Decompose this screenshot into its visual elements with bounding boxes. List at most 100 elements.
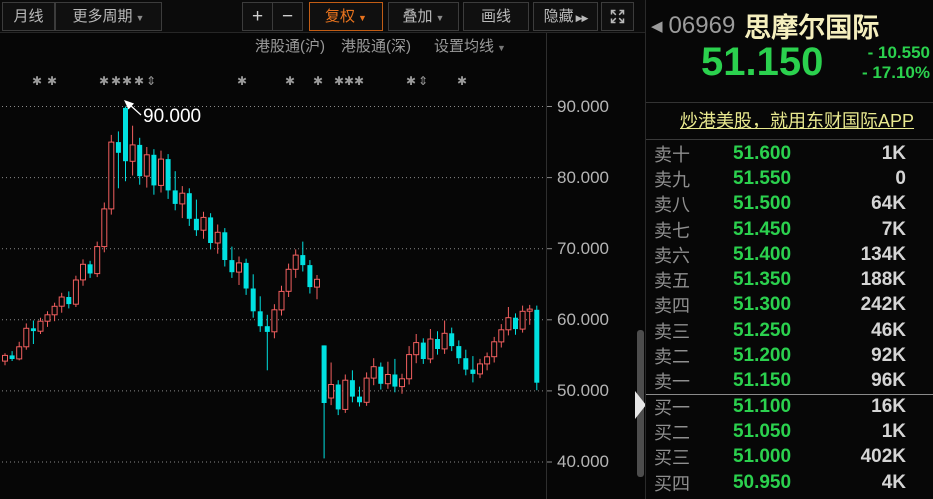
- svg-text:✱: ✱: [406, 74, 416, 88]
- orderbook-sell-row[interactable]: 卖四 51.300 242K: [646, 293, 933, 318]
- level-volume: 188K: [860, 269, 906, 291]
- level-label: 卖十: [654, 144, 690, 165]
- hk-connect-sh-label: 港股通(沪): [255, 38, 325, 55]
- level-volume: 96K: [871, 370, 906, 392]
- orderbook-buy-row[interactable]: 买一 51.100 16K: [646, 393, 933, 419]
- chevron-down-icon: ▼: [135, 13, 145, 23]
- svg-text:✱: ✱: [111, 74, 121, 88]
- level-label: 买二: [654, 422, 690, 443]
- level-label: 买四: [654, 473, 690, 494]
- stock-code: 06969: [668, 11, 736, 39]
- svg-text:✱: ✱: [313, 74, 323, 88]
- orderbook-sell-row[interactable]: 卖六 51.400 134K: [646, 242, 933, 267]
- adjust-price-dropdown[interactable]: 复权 ▼: [309, 2, 383, 31]
- orderbook-sell-row[interactable]: 卖九 51.550 0: [646, 166, 933, 191]
- level-label: 卖八: [654, 195, 690, 216]
- orderbook-sell-row[interactable]: 卖八 51.500 64K: [646, 192, 933, 217]
- orderbook-buy-row[interactable]: 买二 51.050 1K: [646, 419, 933, 444]
- orderbook-sell-row[interactable]: 卖七 51.450 7K: [646, 217, 933, 242]
- hide-panel-button[interactable]: 隐藏 ▶▶: [533, 2, 598, 31]
- ad-banner[interactable]: 炒港美股，就用东财国际APP: [646, 103, 933, 140]
- ad-text: 炒港美股，就用东财国际APP: [680, 111, 915, 131]
- candlestick-chart[interactable]: ✱ ✱ ✱ ✱ ✱ ✱ ⇕ ✱ ✱ ✱ ✱ ✱ ✱ ✱ ⇕ ✱ 90.000: [0, 0, 553, 499]
- hk-connect-sz-label: 港股通(深): [341, 38, 411, 55]
- price-change: - 10.550 - 17.10%: [862, 43, 930, 83]
- expand-arrows-icon: [602, 8, 633, 25]
- hide-label: 隐藏: [543, 8, 574, 25]
- level-price: 51.350: [732, 269, 792, 291]
- chevron-down-icon: ▼: [497, 43, 506, 53]
- hk-connect-sh-link[interactable]: 港股通(沪): [255, 34, 325, 61]
- fullscreen-button[interactable]: [601, 2, 634, 31]
- svg-text:✱: ✱: [344, 74, 354, 88]
- event-markers: ✱ ✱ ✱ ✱ ✱ ✱ ⇕ ✱ ✱ ✱ ✱ ✱ ✱ ✱ ⇕ ✱: [32, 74, 467, 88]
- svg-text:⇕: ⇕: [146, 74, 156, 88]
- high-annotation: 90.000: [124, 100, 201, 127]
- level-volume: 242K: [860, 294, 906, 316]
- level-label: 卖五: [654, 271, 690, 292]
- overlay-dropdown[interactable]: 叠加 ▼: [388, 2, 459, 31]
- more-periods-label: 更多周期: [72, 8, 133, 25]
- y-axis-tick-label: 60.000: [557, 309, 609, 329]
- level-volume: 134K: [860, 243, 906, 265]
- last-price: 51.150: [701, 40, 824, 84]
- orderbook-sell-row[interactable]: 卖二 51.200 92K: [646, 343, 933, 368]
- change-value: - 10.550: [867, 42, 930, 62]
- hk-connect-sz-link[interactable]: 港股通(深): [341, 34, 411, 61]
- level-price: 51.400: [732, 243, 792, 265]
- orderbook-sell-row[interactable]: 卖一 51.150 96K: [646, 369, 933, 394]
- change-percent: - 17.10%: [861, 62, 930, 82]
- level-price: 51.000: [732, 446, 792, 468]
- ma-settings-dropdown[interactable]: 设置均线 ▼: [434, 34, 506, 61]
- minus-icon: −: [281, 6, 294, 27]
- level-volume: 64K: [871, 193, 906, 215]
- svg-text:✱: ✱: [47, 74, 57, 88]
- zoom-in-button[interactable]: +: [242, 2, 273, 31]
- more-periods-dropdown[interactable]: 更多周期 ▼: [55, 2, 162, 31]
- draw-line-button[interactable]: 画线: [463, 2, 529, 31]
- level-label: 买三: [654, 448, 690, 469]
- svg-text:⇕: ⇕: [418, 74, 428, 88]
- level-volume: 402K: [860, 446, 906, 468]
- orderbook-buy-row[interactable]: 买四 50.950 4K: [646, 470, 933, 495]
- zoom-out-button[interactable]: −: [272, 2, 303, 31]
- period-monthly-button[interactable]: 月线: [2, 2, 55, 31]
- level-price: 51.050: [732, 420, 792, 442]
- level-price: 51.300: [732, 294, 792, 316]
- orderbook-sell-row[interactable]: 卖五 51.350 188K: [646, 267, 933, 292]
- level-price: 51.100: [732, 396, 792, 418]
- panel-expand-arrow-icon[interactable]: [635, 391, 646, 419]
- level-label: 卖九: [654, 169, 690, 190]
- chevron-down-icon: ▼: [358, 13, 367, 23]
- level-price: 51.150: [732, 370, 792, 392]
- chevron-down-icon: ▼: [435, 13, 445, 23]
- svg-text:✱: ✱: [237, 74, 247, 88]
- orderbook-sell-row[interactable]: 卖十 51.600 1K: [646, 141, 933, 166]
- level-volume: 1K: [881, 420, 906, 442]
- y-axis-tick-label: 70.000: [557, 238, 609, 258]
- orderbook-buy-row[interactable]: 买三 51.000 402K: [646, 445, 933, 470]
- level-volume: 1K: [881, 142, 906, 164]
- level-price: 51.200: [732, 345, 792, 367]
- level-label: 买一: [654, 398, 690, 419]
- quote-header: ◀ 06969 思摩尔国际 51.150 - 10.550 - 17.10%: [646, 0, 933, 103]
- chart-toolbar: 月线 更多周期 ▼ + − 复权 ▼ 叠加 ▼ 画线 隐藏 ▶▶: [0, 0, 645, 33]
- svg-text:✱: ✱: [334, 74, 344, 88]
- level-price: 51.250: [732, 319, 792, 341]
- y-axis-tick-label: 50.000: [557, 380, 609, 400]
- level-label: 卖三: [654, 321, 690, 342]
- gridlines: [2, 33, 552, 499]
- ma-settings-label: 设置均线: [434, 38, 495, 55]
- level-label: 卖二: [654, 347, 690, 368]
- svg-text:✱: ✱: [134, 74, 144, 88]
- plus-icon: +: [251, 6, 264, 27]
- level-price: 50.950: [732, 471, 792, 493]
- level-label: 卖四: [654, 296, 690, 317]
- y-axis-tick-label: 40.000: [557, 452, 609, 471]
- svg-text:✱: ✱: [457, 74, 467, 88]
- svg-text:✱: ✱: [285, 74, 295, 88]
- orderbook-sell-row[interactable]: 卖三 51.250 46K: [646, 318, 933, 343]
- back-icon[interactable]: ◀: [651, 17, 663, 35]
- level-volume: 4K: [881, 471, 906, 493]
